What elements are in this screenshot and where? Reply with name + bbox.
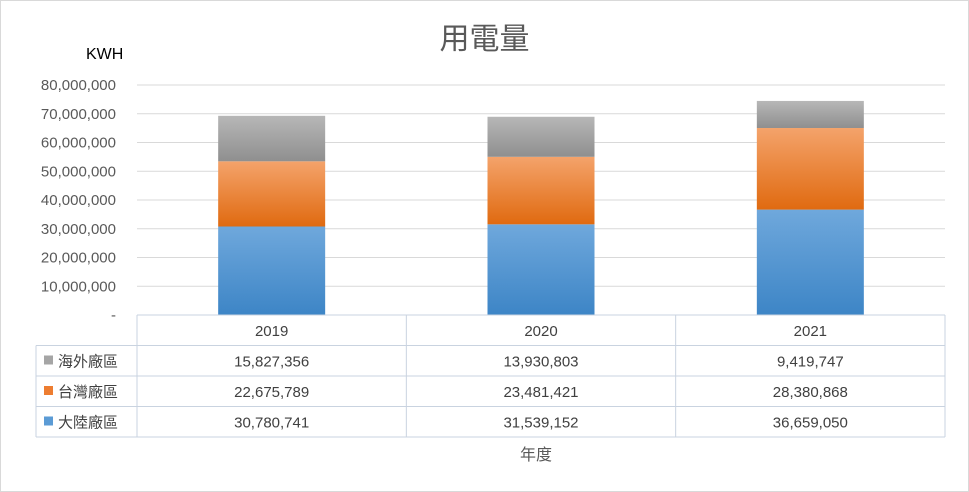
- bar-segment: [756, 100, 864, 129]
- y-tick-label: 30,000,000: [41, 221, 116, 238]
- legend-label: 大陸廠區: [58, 414, 118, 432]
- y-tick-label: 80,000,000: [41, 77, 116, 94]
- data-table-cell: 36,659,050: [773, 415, 848, 432]
- legend-swatch: [44, 416, 53, 426]
- y-axis-unit-label: KWH: [86, 46, 124, 63]
- data-table-cell: 28,380,868: [773, 384, 848, 401]
- bar-segment: [487, 156, 595, 225]
- data-table-cell: 23,481,421: [503, 384, 578, 401]
- legend-swatch: [44, 355, 53, 365]
- data-table-cell: 31,539,152: [503, 415, 578, 432]
- y-tick-label: 10,000,000: [41, 278, 116, 295]
- data-table-cell: 15,827,356: [234, 354, 309, 371]
- legend-swatch: [44, 386, 53, 395]
- y-tick-label: 70,000,000: [41, 106, 116, 123]
- bar-segment: [487, 116, 595, 157]
- x-axis-title: 年度: [520, 445, 553, 464]
- bar-segment: [756, 209, 864, 315]
- bar-segment: [218, 226, 326, 315]
- bar-segment: [218, 161, 326, 227]
- bar-segment: [756, 128, 864, 210]
- data-table-cell: 22,675,789: [234, 384, 309, 401]
- y-tick-label: -: [111, 307, 116, 324]
- y-tick-label: 40,000,000: [41, 192, 116, 209]
- x-tick-label: 2019: [255, 323, 288, 340]
- y-tick-label: 50,000,000: [41, 163, 116, 180]
- y-tick-label: 20,000,000: [41, 250, 116, 267]
- data-table-cell: 30,780,741: [234, 415, 309, 432]
- legend-label: 海外廠區: [58, 353, 118, 371]
- bar-segment: [218, 115, 326, 162]
- y-tick-label: 60,000,000: [41, 135, 116, 152]
- x-tick-label: 2021: [794, 323, 827, 340]
- bar-segment: [487, 224, 595, 315]
- legend-label: 台灣廠區: [58, 383, 118, 401]
- data-table-cell: 9,419,747: [777, 354, 844, 371]
- x-tick-label: 2020: [524, 323, 557, 340]
- chart-title: 用電量: [439, 22, 530, 57]
- data-table-cell: 13,930,803: [503, 354, 578, 371]
